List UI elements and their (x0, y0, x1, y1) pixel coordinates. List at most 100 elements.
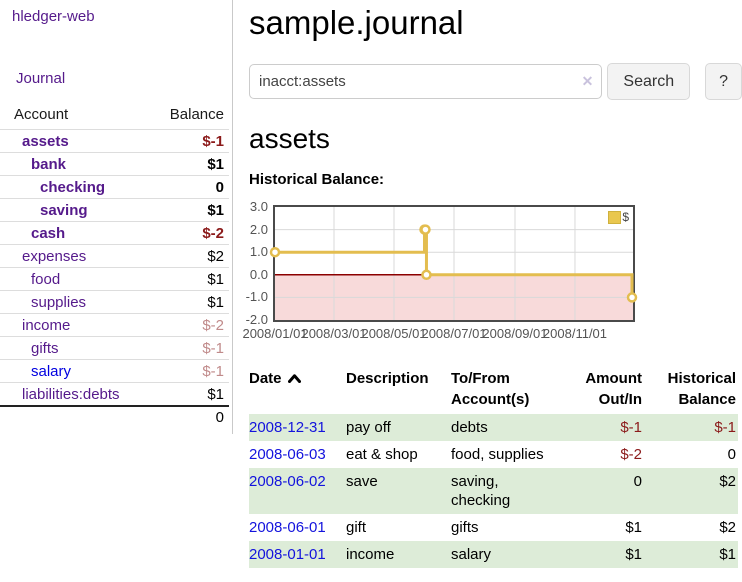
register-header-amount: Amount Out/In (585, 370, 642, 409)
register-header-date[interactable]: Date (249, 364, 346, 414)
account-row: salary $-1 (0, 359, 229, 383)
search-button[interactable]: Search (607, 63, 691, 101)
account-name-cell: assets (0, 130, 153, 153)
register-description-cell: gift (346, 519, 367, 537)
register-balance-cell: $1 (719, 546, 736, 564)
account-row: supplies $1 (0, 290, 229, 314)
register-balance-cell: 0 (727, 446, 736, 464)
y-axis-tick-label: 2.0 (249, 221, 268, 237)
account-link[interactable]: income (22, 317, 71, 334)
account-rows: assets $-1 bank $1 checking 0 saving $1 cash $-2 e… (0, 129, 229, 407)
transaction-date-link[interactable]: 2008-12-31 (249, 419, 326, 437)
account-balance: $-2 (202, 225, 224, 242)
account-link[interactable]: salary (31, 363, 72, 380)
register-description-cell: income (346, 546, 395, 564)
register-header-date-label: Date (249, 370, 282, 388)
transaction-date-link[interactable]: 2008-06-02 (249, 473, 326, 491)
search-form: ✕ Search ? (249, 63, 742, 101)
account-name-cell: supplies (0, 291, 153, 314)
account-balance: 0 (215, 179, 224, 196)
search-input[interactable] (249, 64, 603, 100)
account-link[interactable]: saving (40, 202, 88, 219)
chart-legend: $ (607, 210, 630, 225)
transaction-date-link[interactable]: 2008-01-01 (249, 546, 326, 564)
account-name-cell: income (0, 314, 153, 337)
legend-label: $ (622, 210, 629, 225)
register-amount-cell: $-2 (620, 446, 642, 464)
chart-heading: Historical Balance: (249, 171, 385, 189)
accounts-total-balance: 0 (153, 405, 229, 428)
register-row: 2008-12-31 pay off debts $-1 $-1 (249, 414, 738, 442)
account-link[interactable]: cash (31, 225, 66, 242)
register-header-description: Description (346, 370, 429, 388)
sort-ascending-icon (287, 374, 301, 384)
account-link[interactable]: liabilities:debts (22, 386, 120, 403)
register-amount-cell: $1 (625, 546, 642, 564)
accounts-header-balance: Balance (169, 106, 224, 123)
app-brand-link[interactable]: hledger-web (12, 8, 95, 25)
register-row: 2008-06-03 eat & shop food, supplies $-2 0 (249, 441, 738, 468)
account-link[interactable]: supplies (31, 294, 87, 311)
page-title: sample.journal (249, 4, 464, 41)
main-content: sample.journal ✕ Search ? assets Histori… (242, 0, 742, 569)
register-balance-cell: $-1 (714, 419, 736, 437)
register-accounts-cell: debts (451, 419, 488, 437)
clear-search-icon[interactable]: ✕ (581, 73, 594, 90)
register-date-cell: 2008-06-03 (249, 441, 346, 468)
accounts-total-row: 0 (0, 405, 229, 428)
y-axis-tick-label: 0.0 (249, 266, 268, 282)
y-axis-tick-label: -1.0 (245, 289, 268, 305)
account-balance: $-1 (202, 340, 224, 357)
accounts-total-spacer (0, 405, 154, 428)
register-balance-cell: $2 (719, 519, 736, 537)
account-link[interactable]: assets (22, 133, 69, 150)
account-row: food $1 (0, 267, 229, 291)
account-name-cell: food (0, 268, 153, 291)
y-axis-tick-label: 1.0 (249, 244, 268, 260)
x-axis-tick-label: 2008/09/01 (482, 326, 548, 342)
register-row: 2008-01-01 income salary $1 $1 (249, 541, 738, 569)
account-row: cash $-2 (0, 221, 229, 245)
account-balance: $1 (207, 386, 224, 403)
account-row: checking 0 (0, 175, 229, 199)
account-balance: $1 (207, 202, 224, 219)
register-date-cell: 2008-01-01 (249, 541, 346, 568)
register-rows: 2008-12-31 pay off debts $-1 $-1 2008-06-03 ea… (249, 414, 738, 569)
register-accounts-cell: saving, checking (451, 473, 511, 510)
chart-plot-area: $ (269, 205, 638, 323)
y-axis-tick-label: 3.0 (249, 199, 268, 215)
register-table: Date Description To/From Account(s) Amou… (249, 364, 738, 569)
account-row: assets $-1 (0, 129, 229, 153)
historical-balance-chart: $ 3.0 2.0 1.0 0.0 -1.0 -2.0 2008/01/01 2008/03/… (242, 197, 742, 349)
legend-swatch-icon (608, 210, 622, 224)
account-name-cell: bank (0, 153, 153, 176)
transaction-date-link[interactable]: 2008-06-01 (249, 519, 326, 537)
x-axis-tick-label: 2008/07/01 (421, 326, 487, 342)
account-name-cell: liabilities:debts (0, 383, 153, 407)
account-balance: $-2 (202, 317, 224, 334)
account-balance: $1 (207, 294, 224, 311)
transaction-date-link[interactable]: 2008-06-03 (249, 446, 326, 464)
account-name-cell: salary (0, 360, 153, 383)
account-link[interactable]: bank (31, 156, 67, 173)
account-link[interactable]: gifts (31, 340, 59, 357)
register-description-cell: eat & shop (346, 446, 418, 464)
account-title: assets (249, 123, 330, 155)
sidebar-item-journal[interactable]: Journal (16, 70, 66, 87)
account-balance: $-1 (202, 363, 224, 380)
register-accounts-cell: food, supplies (451, 446, 544, 464)
account-name-cell: checking (0, 176, 153, 199)
register-accounts-cell: gifts (451, 519, 479, 537)
accounts-header-row: Account Balance (0, 102, 229, 130)
search-help-button[interactable]: ? (705, 63, 742, 101)
account-row: expenses $2 (0, 244, 229, 268)
account-link[interactable]: expenses (22, 248, 87, 265)
account-row: income $-2 (0, 313, 229, 337)
x-axis-tick-label: 2008/05/01 (361, 326, 427, 342)
account-link[interactable]: food (31, 271, 61, 288)
account-name-cell: expenses (0, 245, 153, 268)
register-row: 2008-06-01 gift gifts $1 $2 (249, 514, 738, 541)
register-amount-cell: $-1 (620, 419, 642, 437)
account-link[interactable]: checking (40, 179, 106, 196)
